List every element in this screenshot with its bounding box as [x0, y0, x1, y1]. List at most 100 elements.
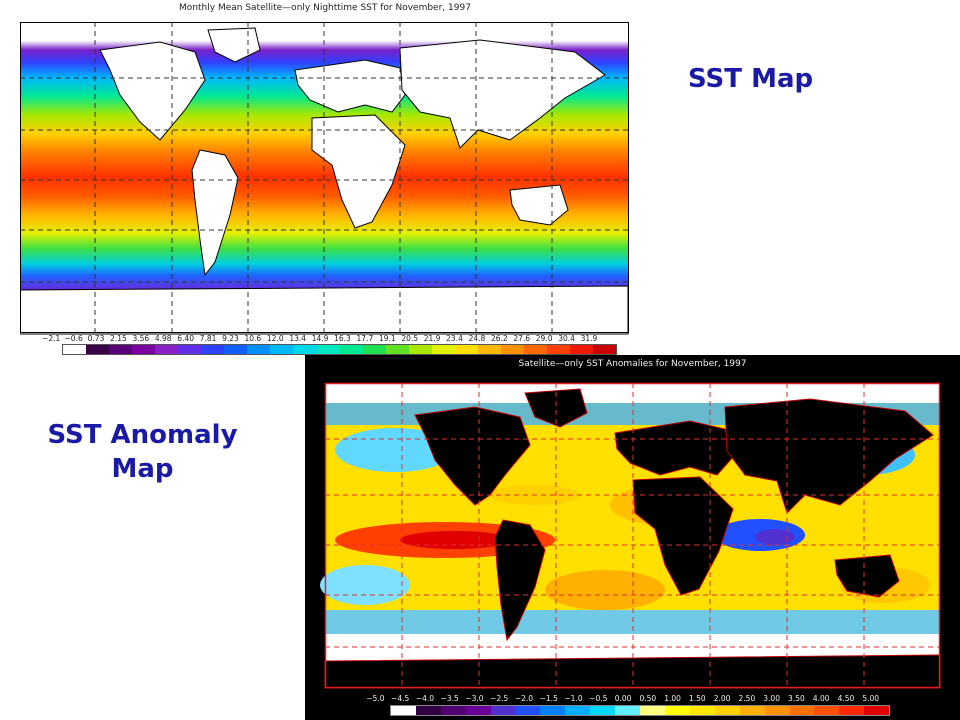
- sst-colorbar-swatch: [570, 345, 594, 354]
- anomaly-colorbar-tick-label: 3.50: [788, 694, 805, 703]
- sst-colorbar-swatch: [63, 345, 87, 354]
- anomaly-colorbar-tick-label: 2.50: [738, 694, 756, 703]
- anomaly-colorbar-swatch: [515, 706, 541, 715]
- sst-colorbar-swatch: [408, 345, 432, 354]
- sst-colorbar-tick-label: 7.81: [199, 334, 217, 343]
- sst-colorbar-swatch: [109, 345, 133, 354]
- anomaly-colorbar-swatch: [440, 706, 466, 715]
- sst-colorbar-tick-label: 27.6: [513, 334, 531, 343]
- north-america: [99, 41, 206, 141]
- anomaly-colorbar-labels: −5.0 −4.5 −4.0 −3.5 −3.0 −2.5 −2.0 −1.5 −1.0 −0.5…: [363, 694, 883, 703]
- sst-colorbar-tick-label: 29.0: [535, 334, 553, 343]
- sst-colorbar-tick-label: 3.56: [132, 334, 150, 343]
- sst-colorbar-tick-label: 21.9: [423, 334, 441, 343]
- anomaly-colorbar-tick-label: −1.5: [539, 694, 558, 703]
- sst-colorbar-swatch: [155, 345, 179, 354]
- sst-colorbar-tick-label: 9.23: [222, 334, 239, 343]
- anomaly-label-line2: Map: [111, 454, 174, 484]
- sst-colorbar-swatch: [247, 345, 271, 354]
- anomaly-colorbar: [390, 705, 890, 716]
- sst-colorbar-swatch: [201, 345, 225, 354]
- anomaly-colorbar-swatch: [415, 706, 441, 715]
- sst-colorbar-tick-label: 26.2: [490, 334, 508, 343]
- anomaly-colorbar-tick-label: 4.00: [812, 694, 830, 703]
- sst-colorbar: [62, 344, 617, 355]
- anomaly-colorbar-tick-label: −5.0: [366, 694, 385, 703]
- anomaly-colorbar-tick-label: 5.00: [862, 694, 880, 703]
- sst-colorbar-swatch: [224, 345, 248, 354]
- sst-colorbar-swatch: [500, 345, 524, 354]
- sst-colorbar-tick-label: 6.40: [177, 334, 194, 343]
- anomaly-colorbar-swatch: [490, 706, 516, 715]
- africa: [632, 476, 734, 596]
- anomaly-colorbar-swatch: [640, 706, 665, 715]
- anomaly-colorbar-tick-label: 2.00: [713, 694, 731, 703]
- anomaly-colorbar-swatch: [590, 706, 616, 715]
- sst-colorbar-swatch: [454, 345, 478, 354]
- anomaly-colorbar-tick-label: −3.0: [465, 694, 484, 703]
- anomaly-colorbar-swatch: [864, 706, 890, 715]
- anomaly-colorbar-tick-label: −4.5: [391, 694, 410, 703]
- sst-colorbar-tick-label: 24.8: [468, 334, 486, 343]
- sst-colorbar-tick-label: 10.6: [244, 334, 262, 343]
- anomaly-colorbar-swatch: [565, 706, 591, 715]
- sst-colorbar-tick-label: 0.73: [87, 334, 105, 343]
- anomaly-colorbar-tick-label: −2.5: [490, 694, 509, 703]
- anomaly-colorbar-tick-label: −4.0: [415, 694, 435, 703]
- sst-colorbar-tick-label: 12.0: [266, 334, 284, 343]
- asia: [399, 39, 606, 149]
- greenland: [524, 388, 588, 428]
- greenland: [207, 27, 261, 63]
- sst-colorbar-tick-label: 13.4: [289, 334, 307, 343]
- sst-colorbar-tick-label: 4.98: [154, 334, 172, 343]
- anomaly-colorbar-tick-label: −1.0: [564, 694, 583, 703]
- sst-colorbar-labels: −2.1 −0.6 0.73 2.15 3.56 4.98 6.40 7.81 9.23 10.6…: [40, 334, 600, 343]
- sst-map-title: Monthly Mean Satellite—only Nighttime SS…: [179, 3, 471, 13]
- sst-colorbar-swatch: [523, 345, 547, 354]
- sst-map-frame: [20, 22, 629, 333]
- south-america: [191, 149, 239, 277]
- sst-colorbar-tick-label: 23.4: [446, 334, 463, 343]
- anomaly-colorbar-swatch: [465, 706, 491, 715]
- sst-colorbar-tick-label: 14.9: [311, 334, 329, 343]
- anomaly-colorbar-swatch: [814, 706, 840, 715]
- sst-map-graphic: [20, 22, 629, 335]
- anomaly-colorbar-swatch: [540, 706, 566, 715]
- sst-colorbar-tick-label: 30.4: [558, 334, 575, 343]
- anomaly-colorbar-tick-label: 0.50: [639, 694, 657, 703]
- anomaly-colorbar-swatch: [664, 706, 690, 715]
- anomaly-colorbar-swatch: [714, 706, 740, 715]
- sst-colorbar-swatch: [178, 345, 202, 354]
- sst-map-label: SST Map: [688, 64, 814, 94]
- sst-colorbar-swatch: [132, 345, 156, 354]
- anomaly-colorbar-tick-label: −3.5: [440, 694, 459, 703]
- anomaly-colorbar-tick-label: 1.50: [688, 694, 706, 703]
- asia: [724, 398, 934, 514]
- anomaly-colorbar-swatch: [391, 706, 416, 715]
- anomaly-colorbar-tick-label: 4.50: [837, 694, 855, 703]
- sst-map-panel: Monthly Mean Satellite—only Nighttime SS…: [20, 0, 630, 360]
- anomaly-colorbar-tick-label: 0.00: [614, 694, 632, 703]
- anomaly-colorbar-swatch: [764, 706, 790, 715]
- sst-colorbar-swatch: [86, 345, 110, 354]
- sst-colorbar-swatch: [546, 345, 571, 354]
- anomaly-grid: [325, 383, 940, 688]
- europe: [614, 420, 734, 476]
- europe: [294, 59, 406, 113]
- anomaly-colorbar-swatch: [839, 706, 865, 715]
- south-america: [494, 519, 546, 642]
- sst-colorbar-swatch: [362, 345, 386, 354]
- sst-colorbar-tick-label: −2.1: [42, 334, 61, 343]
- anomaly-map-label: SST Anomaly Map: [35, 418, 250, 486]
- anomaly-map-graphic: [320, 382, 941, 689]
- sst-colorbar-tick-label: 2.15: [110, 334, 127, 343]
- sst-colorbar-swatch: [293, 345, 317, 354]
- sst-colorbar-swatch: [270, 345, 294, 354]
- anomaly-map-frame: [324, 382, 941, 689]
- australia: [834, 554, 900, 598]
- sst-colorbar-tick-label: 31.9: [580, 334, 598, 343]
- sst-colorbar-tick-label: 16.3: [334, 334, 351, 343]
- sst-colorbar-swatch: [431, 345, 455, 354]
- australia: [509, 184, 569, 226]
- anomaly-map-title: Satellite—only SST Anomalies for Novembe…: [518, 359, 747, 369]
